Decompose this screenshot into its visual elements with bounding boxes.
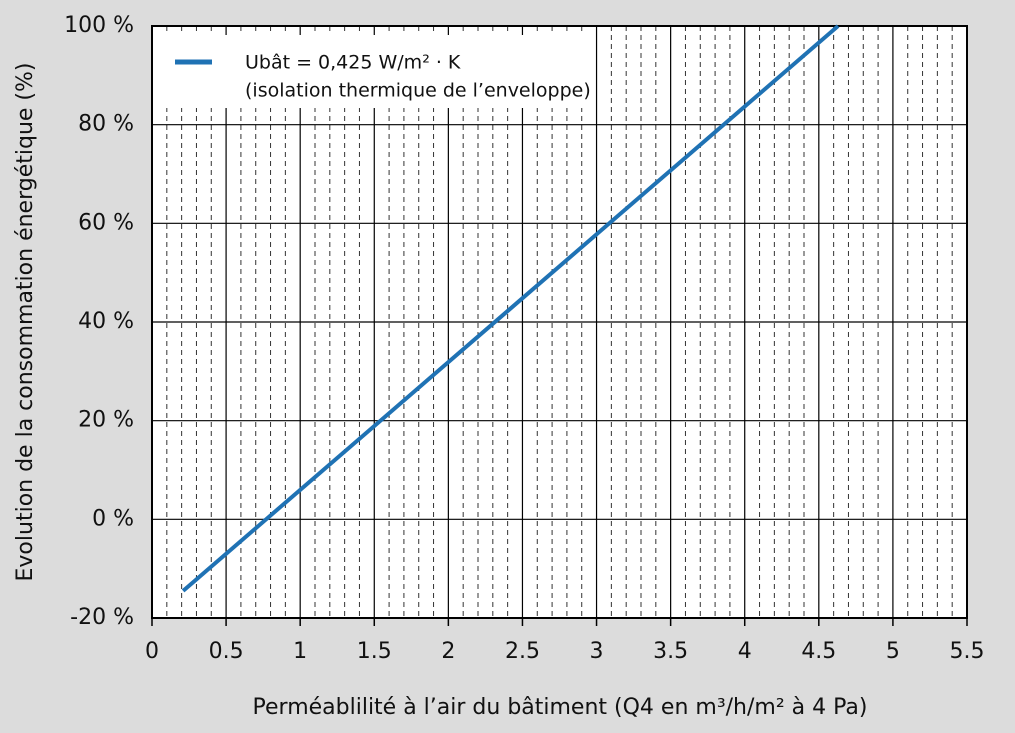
y-tick-label: 100 %	[64, 13, 134, 38]
x-tick-label: 1	[293, 639, 307, 664]
y-tick-label: -20 %	[70, 605, 134, 630]
legend-box	[163, 35, 588, 108]
x-axis-label: Perméablilité à l’air du bâtiment (Q4 en…	[253, 695, 868, 720]
x-tick-label: 0	[145, 639, 159, 664]
x-tick-label: 2	[441, 639, 455, 664]
x-tick-label: 5	[886, 639, 900, 664]
x-tick-label: 1.5	[357, 639, 392, 664]
y-axis-label: Evolution de la consommation énergétique…	[13, 63, 38, 582]
x-tick-label: 5.5	[950, 639, 985, 664]
x-tick-label: 3.5	[653, 639, 688, 664]
legend-subtitle: (isolation thermique de l’enveloppe)	[245, 80, 591, 102]
y-tick-label: 20 %	[78, 408, 134, 433]
x-tick-label: 4	[738, 639, 752, 664]
y-tick-label: 60 %	[78, 210, 134, 235]
x-tick-label: 3	[590, 639, 604, 664]
y-tick-label: 80 %	[78, 112, 134, 137]
legend-label: Ubât = 0,425 W/m² · K	[245, 52, 461, 74]
y-tick-label: 0 %	[92, 506, 134, 531]
x-tick-label: 4.5	[801, 639, 836, 664]
x-tick-label: 2.5	[505, 639, 540, 664]
plot-frame	[151, 25, 968, 619]
data-line	[181, 24, 840, 593]
y-tick-label: 40 %	[78, 309, 134, 334]
x-tick-label: 0.5	[209, 639, 244, 664]
